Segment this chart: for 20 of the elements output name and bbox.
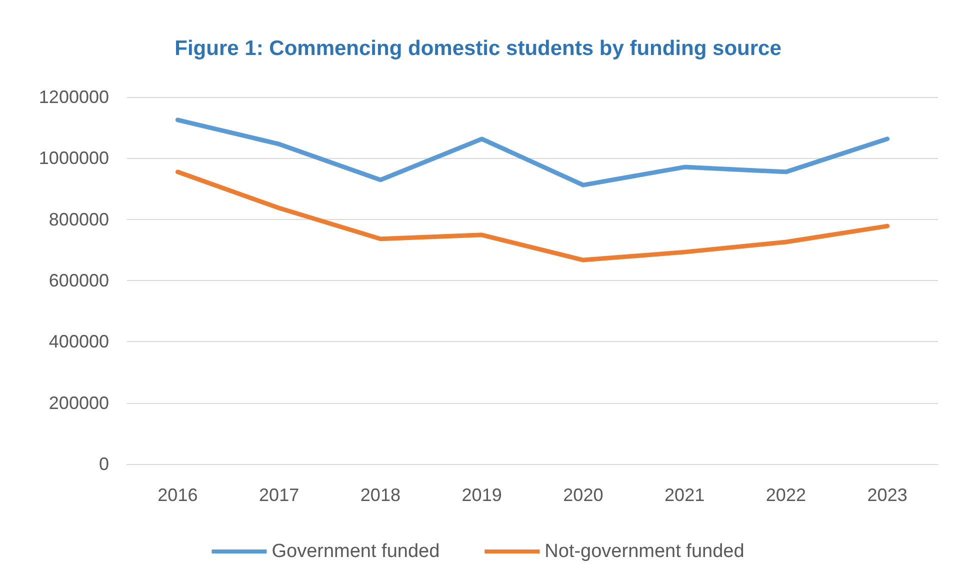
legend-label: Not-government funded [544, 541, 744, 562]
x-tick-label: 2019 [462, 485, 502, 505]
x-tick-label: 2022 [766, 485, 806, 505]
y-tick-label: 0 [98, 454, 109, 474]
y-tick-label: 1200000 [38, 87, 109, 107]
line-series [175, 118, 890, 188]
x-tick-label: 2018 [360, 485, 400, 505]
y-tick-label: 600000 [48, 270, 109, 290]
x-tick-label: 2016 [158, 485, 198, 505]
y-tick-label: 800000 [48, 209, 109, 230]
y-tick-label: 200000 [48, 392, 109, 413]
line-series [175, 170, 890, 262]
x-tick-label: 2017 [259, 485, 300, 505]
x-tick-label: 2020 [563, 485, 604, 505]
x-tick-label: 2023 [867, 485, 908, 505]
x-tick-label: 2021 [664, 485, 705, 505]
y-tick-label: 400000 [48, 332, 109, 352]
legend-label: Government funded [272, 541, 440, 562]
y-tick-label: 1000000 [38, 148, 109, 168]
chart-title: Figure 1: Commencing domestic students by funding source [174, 37, 782, 60]
